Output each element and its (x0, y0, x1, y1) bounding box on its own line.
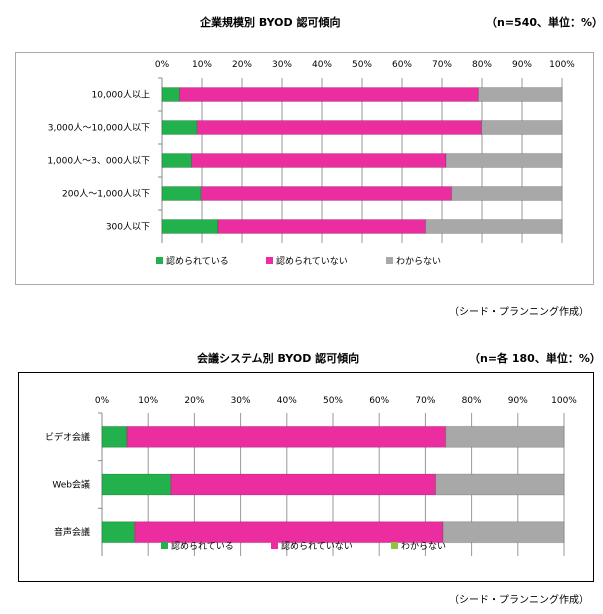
legend-swatch (161, 542, 168, 549)
category-label: Web会議 (52, 479, 90, 491)
tick-label: 60% (369, 396, 389, 406)
legend-label: わからない (401, 541, 446, 552)
tick-label: 30% (231, 396, 251, 406)
bar-segment (101, 425, 128, 448)
legend-label: 認められていない (281, 540, 353, 552)
tick-label: 100% (551, 396, 577, 406)
bar-segment (191, 153, 447, 168)
chart2-title: 会議システム別 BYOD 認可傾向 (197, 352, 360, 365)
legend-label: わからない (396, 256, 441, 267)
bar-segment (451, 186, 563, 201)
bar-segment (179, 87, 479, 102)
tick-label: 30% (272, 60, 292, 70)
category-label: 10,000人以上 (92, 90, 151, 101)
tick-label: 70% (432, 60, 452, 70)
bar-segment (217, 219, 427, 234)
bar-segment (442, 521, 565, 544)
bar-segment (170, 473, 437, 496)
bar-segment (481, 120, 563, 135)
tick-label: 100% (549, 60, 575, 70)
bar-segment (425, 219, 563, 234)
bar-segment (161, 219, 219, 234)
chart1-title: 企業規模別 BYOD 認可傾向 (200, 16, 341, 29)
bar-segment (161, 186, 202, 201)
bar-segment (134, 521, 444, 544)
legend-swatch (271, 542, 278, 549)
bar-segment (477, 87, 563, 102)
bar-segment (101, 521, 136, 544)
chart2-credit: （シード・プランニング作成） (449, 595, 589, 606)
bar-segment (445, 425, 565, 448)
tick-label: 80% (462, 396, 482, 406)
tick-label: 40% (312, 60, 332, 70)
bar-segment (161, 153, 193, 168)
tick-label: 0% (95, 396, 110, 406)
tick-label: 10% (138, 396, 158, 406)
tick-label: 50% (352, 60, 372, 70)
tick-label: 0% (155, 60, 170, 70)
category-label: 3,000人～10,000人以下 (48, 123, 150, 134)
chart1-note: （n=540、単位：%） (486, 16, 603, 29)
category-label: 1,000人～3、000人以下 (47, 156, 150, 167)
tick-label: 80% (472, 60, 492, 70)
legend-swatch (391, 542, 398, 549)
tick-label: 10% (192, 60, 212, 70)
category-label: 300人以下 (106, 222, 150, 233)
bar-segment (161, 87, 181, 102)
tick-label: 20% (232, 60, 252, 70)
tick-label: 50% (323, 396, 343, 406)
bar-segment (126, 425, 447, 448)
tick-label: 60% (392, 60, 412, 70)
bar-segment (161, 120, 198, 135)
chart2-frame: 0% 10% 20% 30% 40% 50% 60% 70% 80% 90% 100% ビデオ会議 We… (18, 372, 594, 582)
tick-label: 90% (508, 396, 528, 406)
legend-swatch (386, 257, 393, 264)
bar-segment (196, 120, 483, 135)
tick-label: 20% (184, 396, 204, 406)
chart2: 0% 10% 20% 30% 40% 50% 60% 70% 80% 90% 100% ビデオ会議 We… (45, 396, 577, 556)
chart1: 0% 10% 20% 30% 40% 50% 60% 70% 80% 90% 100% 10,000人… (47, 60, 575, 267)
legend-label: 認められていない (276, 255, 348, 267)
legend-label: 認められている (171, 540, 234, 552)
chart2-note: （n=各 180、単位：%） (469, 352, 601, 365)
category-label: 200人～1,000人以下 (62, 189, 150, 200)
bar-segment (445, 153, 563, 168)
bar-segment (101, 473, 172, 496)
category-label: ビデオ会議 (45, 431, 90, 443)
bar-segment (200, 186, 453, 201)
bar-segment (435, 473, 565, 496)
legend-label: 認められている (166, 255, 229, 267)
legend-swatch (156, 257, 163, 264)
chart1-frame: 0% 10% 20% 30% 40% 50% 60% 70% 80% 90% 100% 10,000人… (15, 52, 594, 285)
tick-label: 40% (277, 396, 297, 406)
chart1-credit: （シード・プランニング作成） (449, 307, 589, 318)
tick-label: 90% (512, 60, 532, 70)
legend-swatch (266, 257, 273, 264)
tick-label: 70% (415, 396, 435, 406)
category-label: 音声会議 (54, 526, 90, 538)
